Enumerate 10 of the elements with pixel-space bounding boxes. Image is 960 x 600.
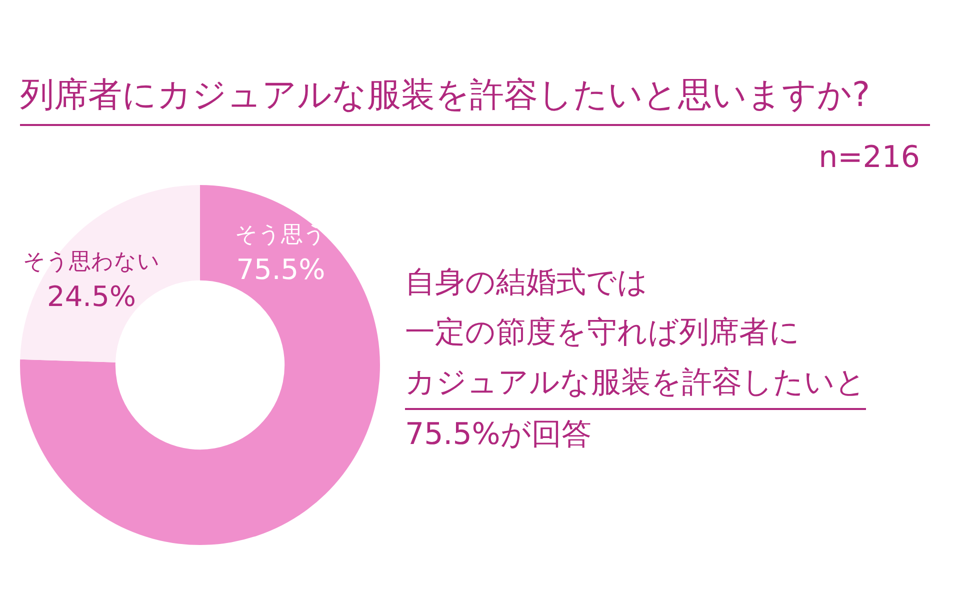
text: 自身の結婚式では — [405, 264, 649, 302]
data-label: 75.5% — [236, 253, 326, 286]
text: 一定の節度を守れば列席者に — [405, 314, 801, 352]
text: n=216 — [818, 140, 920, 175]
text: カジュアルな服装を許容したいと — [405, 358, 866, 410]
slice-label: そう思わない — [23, 250, 160, 275]
data-label: 24.5% — [47, 280, 136, 314]
chart-title: 列席者にカジュアルな服装を許容したいと思いますか? — [20, 72, 930, 126]
text: 75.5%が回答 — [405, 416, 592, 454]
slice-label: そう思う — [235, 222, 326, 248]
